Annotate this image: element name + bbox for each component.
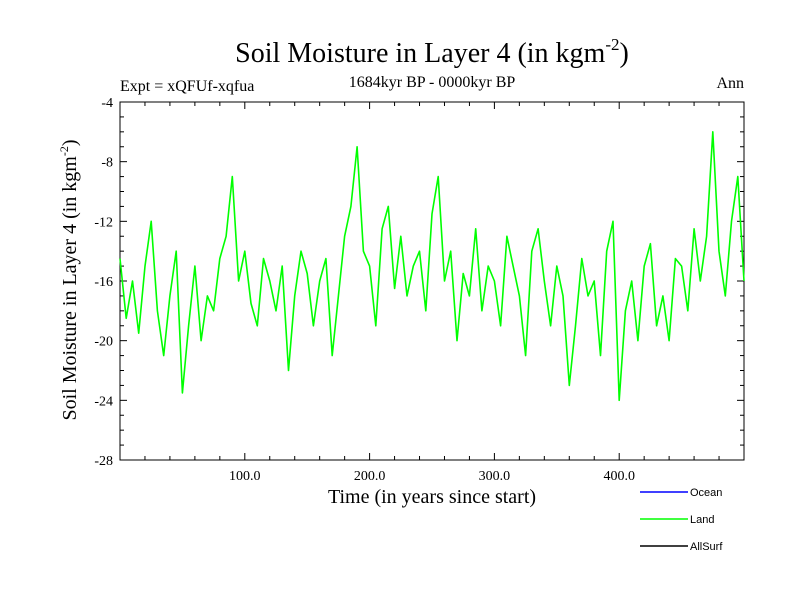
- axis-ticks: -4 -8 -12 -16 -20 -24 -28 100.0 200.0 300.0 400.0: [94, 96, 744, 484]
- legend-label-land: Land: [690, 514, 714, 526]
- chart-title-main: Soil Moisture in Layer 4 (in kgm: [235, 38, 605, 69]
- y-tick-label: -4: [101, 96, 113, 111]
- chart-title-close: ): [620, 38, 629, 69]
- y-tick-label: -24: [94, 394, 113, 409]
- y-tick-label: -8: [101, 156, 113, 171]
- chart-title: Soil Moisture in Layer 4 (in kgm-2): [235, 35, 629, 69]
- legend-label-allsurf: AllSurf: [690, 541, 723, 553]
- plot-area-frame: [119, 101, 745, 461]
- y-axis-label-close: ): [59, 139, 81, 146]
- y-tick-label: -28: [94, 454, 113, 469]
- season-label: Ann: [716, 75, 744, 92]
- y-tick-label: -12: [94, 215, 113, 230]
- y-tick-label: -16: [94, 275, 113, 290]
- y-axis-label-superscript: -2: [57, 146, 71, 156]
- x-tick-label: 300.0: [479, 469, 511, 484]
- y-axis-label-main: Soil Moisture in Layer 4 (in kgm: [59, 156, 81, 421]
- x-tick-label: 100.0: [229, 469, 261, 484]
- experiment-label: Expt = xQFUf-xqfua: [120, 78, 254, 95]
- y-tick-label: -20: [94, 335, 113, 350]
- x-axis-label: Time (in years since start): [328, 486, 536, 508]
- legend-label-ocean: Ocean: [690, 487, 722, 499]
- chart-subtitle: 1684kyr BP - 0000kyr BP: [349, 74, 516, 91]
- legend: Ocean Land AllSurf: [640, 487, 723, 553]
- series-line-land: [119, 131, 745, 402]
- y-axis-label: Soil Moisture in Layer 4 (in kgm-2): [57, 139, 81, 420]
- data-series: [119, 131, 745, 402]
- x-tick-label: 200.0: [354, 469, 386, 484]
- chart-title-superscript: -2: [605, 35, 619, 54]
- x-tick-label: 400.0: [603, 469, 635, 484]
